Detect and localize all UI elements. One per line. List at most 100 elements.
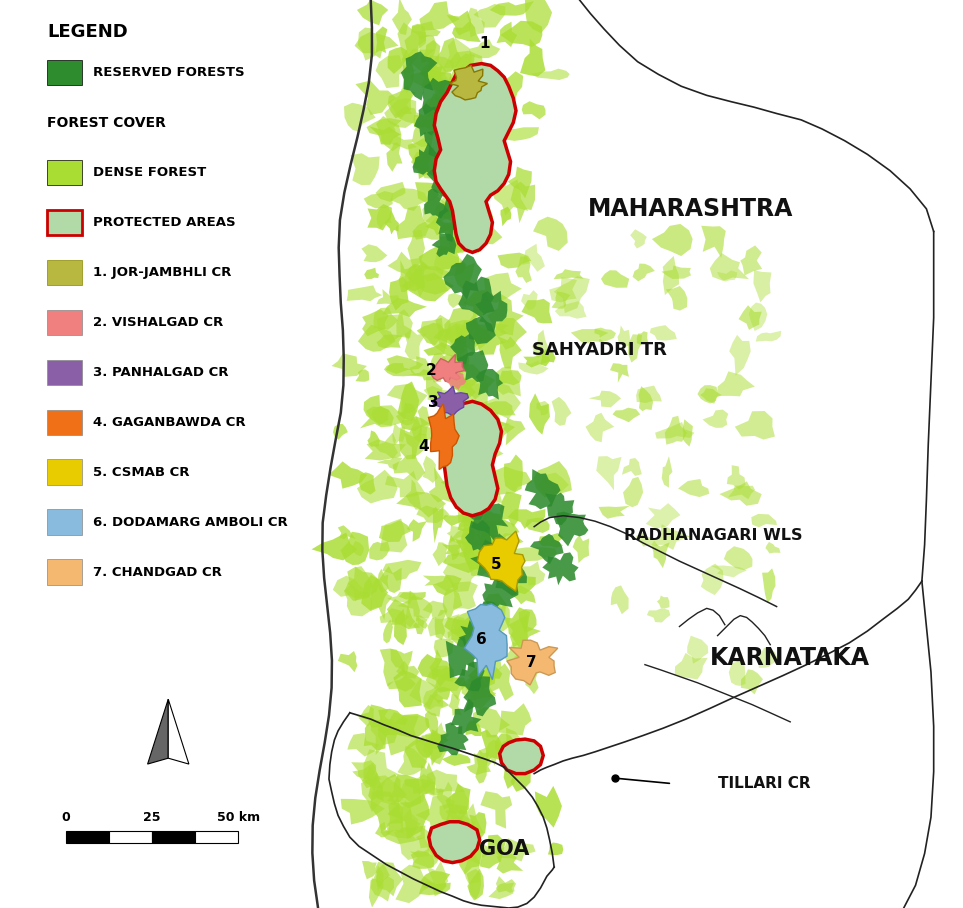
Polygon shape <box>378 709 408 725</box>
Polygon shape <box>390 649 413 676</box>
Polygon shape <box>429 59 443 92</box>
Polygon shape <box>407 370 451 380</box>
Polygon shape <box>655 422 694 439</box>
Polygon shape <box>398 23 426 62</box>
Polygon shape <box>364 191 393 208</box>
Polygon shape <box>376 862 390 891</box>
Polygon shape <box>411 850 434 869</box>
Polygon shape <box>509 548 557 561</box>
Polygon shape <box>500 492 522 528</box>
Polygon shape <box>418 615 428 629</box>
Polygon shape <box>432 575 461 596</box>
Polygon shape <box>392 0 412 35</box>
Polygon shape <box>494 318 527 350</box>
Polygon shape <box>473 130 484 143</box>
Polygon shape <box>471 402 485 413</box>
Polygon shape <box>398 381 419 421</box>
Polygon shape <box>396 864 435 903</box>
Polygon shape <box>455 261 475 289</box>
Polygon shape <box>382 559 422 581</box>
Polygon shape <box>425 722 449 742</box>
Polygon shape <box>434 245 466 276</box>
Polygon shape <box>443 320 492 352</box>
Polygon shape <box>717 271 738 281</box>
Polygon shape <box>426 217 457 235</box>
Polygon shape <box>423 196 465 225</box>
Polygon shape <box>468 316 483 350</box>
Polygon shape <box>473 707 510 737</box>
Polygon shape <box>458 503 489 536</box>
Polygon shape <box>485 401 515 416</box>
Polygon shape <box>471 443 504 461</box>
Polygon shape <box>430 115 470 133</box>
Polygon shape <box>399 592 426 600</box>
Polygon shape <box>371 405 407 426</box>
Polygon shape <box>384 210 399 234</box>
Polygon shape <box>389 276 408 311</box>
Polygon shape <box>504 607 531 647</box>
Polygon shape <box>442 131 478 166</box>
Polygon shape <box>728 486 755 499</box>
Polygon shape <box>401 272 454 301</box>
Polygon shape <box>447 404 482 439</box>
Polygon shape <box>465 520 491 553</box>
Polygon shape <box>393 423 405 445</box>
Polygon shape <box>450 333 475 364</box>
Polygon shape <box>445 784 471 814</box>
Polygon shape <box>387 676 416 692</box>
Polygon shape <box>435 315 451 350</box>
Polygon shape <box>429 649 452 681</box>
Polygon shape <box>450 528 492 557</box>
Polygon shape <box>461 473 503 505</box>
Polygon shape <box>384 98 416 128</box>
Polygon shape <box>449 183 483 219</box>
Polygon shape <box>662 456 672 488</box>
Polygon shape <box>365 439 406 460</box>
Polygon shape <box>507 640 558 685</box>
Polygon shape <box>405 590 420 627</box>
Polygon shape <box>476 532 507 546</box>
Polygon shape <box>338 651 357 672</box>
Text: DENSE FOREST: DENSE FOREST <box>92 166 206 179</box>
Polygon shape <box>420 1 460 31</box>
Polygon shape <box>586 413 614 442</box>
Polygon shape <box>508 615 541 647</box>
Polygon shape <box>412 21 441 39</box>
Polygon shape <box>637 331 648 345</box>
Polygon shape <box>382 298 427 317</box>
Polygon shape <box>427 163 463 199</box>
Polygon shape <box>534 785 562 828</box>
Polygon shape <box>419 881 451 895</box>
Polygon shape <box>347 285 382 301</box>
Polygon shape <box>446 215 486 252</box>
Polygon shape <box>443 179 473 223</box>
Polygon shape <box>415 795 455 834</box>
Polygon shape <box>452 21 481 42</box>
Text: SAHYADRI TR: SAHYADRI TR <box>533 340 667 359</box>
Polygon shape <box>355 370 369 381</box>
Polygon shape <box>490 467 532 496</box>
Polygon shape <box>376 182 405 202</box>
Polygon shape <box>407 519 427 542</box>
Polygon shape <box>415 735 436 758</box>
Polygon shape <box>399 416 422 459</box>
Polygon shape <box>414 104 441 137</box>
Polygon shape <box>333 576 365 598</box>
Polygon shape <box>464 419 511 430</box>
Polygon shape <box>461 681 496 702</box>
Polygon shape <box>610 363 629 383</box>
Polygon shape <box>554 276 589 313</box>
Polygon shape <box>452 610 478 647</box>
Polygon shape <box>442 544 462 557</box>
Polygon shape <box>457 804 483 836</box>
Polygon shape <box>408 138 432 163</box>
Polygon shape <box>633 263 655 281</box>
Polygon shape <box>466 103 481 130</box>
Polygon shape <box>438 401 502 516</box>
Polygon shape <box>449 694 461 716</box>
Polygon shape <box>637 533 658 547</box>
Bar <box>47 260 82 285</box>
Polygon shape <box>431 233 456 257</box>
Polygon shape <box>439 354 462 373</box>
Polygon shape <box>452 375 480 398</box>
